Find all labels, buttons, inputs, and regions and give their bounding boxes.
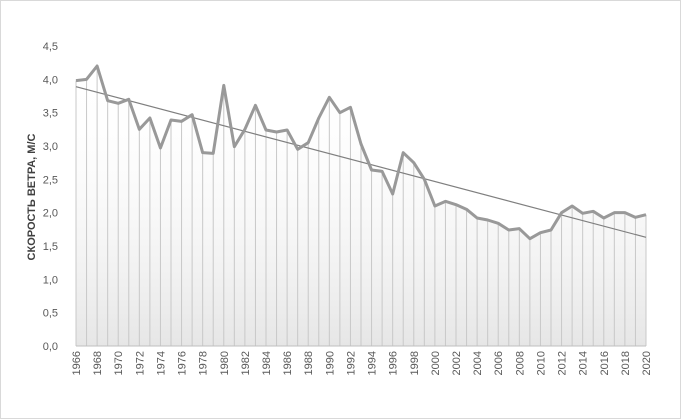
x-tick-label: 1986 [282, 351, 294, 375]
x-tick-label: 2004 [472, 351, 484, 375]
x-tick-label: 2002 [451, 351, 463, 375]
y-tick-label: 2,0 [43, 208, 58, 220]
x-tick-label: 1968 [92, 351, 104, 375]
x-tick-label: 1980 [219, 351, 231, 375]
x-tick-label: 1972 [134, 351, 146, 375]
x-tick-label: 1976 [177, 351, 189, 375]
y-tick-label: 0,0 [43, 341, 58, 353]
y-axis-title: СКОРОСТЬ ВЕТРА, М/С [26, 133, 38, 260]
y-tick-label: 4,5 [43, 41, 58, 53]
x-tick-label: 1994 [367, 351, 379, 375]
x-tick-label: 2020 [641, 351, 653, 375]
x-tick-label: 1982 [240, 351, 252, 375]
x-tick-label: 2018 [620, 351, 632, 375]
x-tick-label: 2014 [578, 351, 590, 375]
x-tick-label: 1988 [303, 351, 315, 375]
x-tick-label: 2016 [599, 351, 611, 375]
linear-trendline [75, 86, 647, 238]
x-tick-label: 1966 [71, 351, 83, 375]
x-tick-label: 2000 [430, 351, 442, 375]
y-axis-ticks: 0,0 0,5 1,0 1,5 2,0 2,5 3,0 3,5 4,0 4,5 [43, 41, 58, 353]
y-tick-label: 4,0 [43, 74, 58, 86]
x-tick-label: 1996 [388, 351, 400, 375]
x-tick-label: 1992 [345, 351, 357, 375]
x-tick-label: 1974 [155, 351, 167, 375]
x-tick-label: 1998 [409, 351, 421, 375]
x-tick-label: 2012 [557, 351, 569, 375]
y-tick-label: 2,5 [43, 174, 58, 186]
y-tick-label: 0,5 [43, 308, 58, 320]
x-tick-label: 2010 [535, 351, 547, 375]
x-tick-label: 1990 [324, 351, 336, 375]
x-axis-ticks: 1966 1968 1970 1972 1974 1976 1978 1980 1982 1984… [71, 351, 653, 375]
x-tick-label: 2008 [514, 351, 526, 375]
drop-lines [75, 66, 647, 346]
x-tick-label: 1984 [261, 351, 273, 375]
x-tick-label: 1970 [113, 351, 125, 375]
y-tick-label: 3,5 [43, 108, 58, 120]
y-tick-label: 3,0 [43, 141, 58, 153]
series-layer [75, 64, 647, 241]
y-tick-label: 1,5 [43, 241, 58, 253]
y-tick-label: 1,0 [43, 274, 58, 286]
trendline-layer [75, 86, 647, 238]
x-tick-label: 1978 [198, 351, 210, 375]
x-tick-label: 2006 [493, 351, 505, 375]
